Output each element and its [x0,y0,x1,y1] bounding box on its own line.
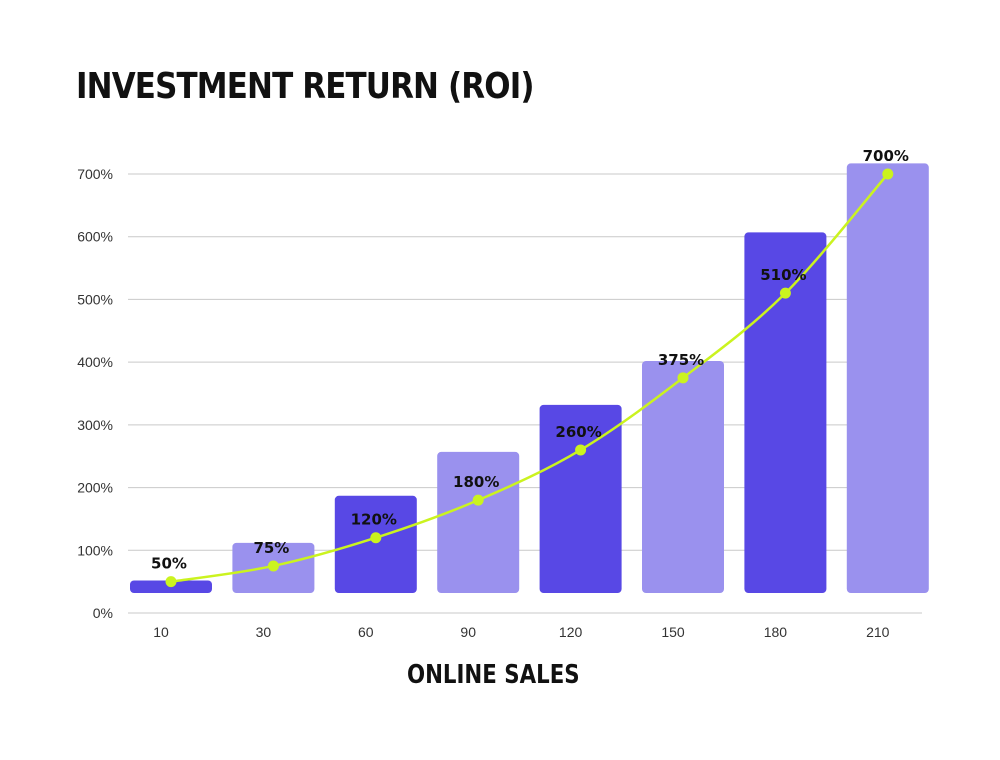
roi-data-label: 75% [253,539,289,557]
chart-title: INVESTMENT RETURN (ROI) [76,66,535,107]
roi-data-label: 510% [760,266,806,284]
roi-data-label: 50% [151,555,187,573]
bar [539,404,622,593]
bar [437,451,520,593]
x-axis-ticks: 10 30 60 90 120 150 180 210 [153,624,889,640]
bar [334,495,417,593]
roi-point [472,494,484,506]
bar [642,360,724,593]
y-tick-label: 700% [77,166,113,182]
x-tick-label: 60 [358,624,374,640]
x-tick-label: 180 [764,624,788,640]
roi-point [165,576,177,588]
y-tick-label: 0% [93,605,113,621]
roi-point [575,444,587,456]
x-tick-label: 10 [153,624,169,640]
roi-data-label: 375% [658,351,704,369]
roi-line: 50% 75% 120% 180% 260% 375% 510% 700% [151,147,909,588]
roi-point [882,168,894,180]
y-tick-label: 600% [77,229,113,245]
bar [744,232,827,593]
x-tick-label: 120 [559,624,583,640]
y-tick-label: 200% [77,480,113,496]
x-tick-label: 30 [256,624,272,640]
y-tick-label: 400% [77,354,113,370]
roi-data-label: 700% [863,147,909,165]
roi-point [267,560,279,572]
roi-data-label: 180% [453,473,499,491]
roi-point [370,532,382,544]
bar [846,163,929,593]
roi-point [677,372,689,384]
roi-data-label: 260% [555,423,601,441]
x-axis-label-wrap: ONLINE SALES [0,660,986,690]
x-tick-label: 90 [460,624,476,640]
bars [130,163,929,593]
y-tick-label: 500% [77,291,113,307]
y-axis-ticks: 0% 100% 200% 300% 400% 500% 600% 700% [77,166,113,621]
y-tick-label: 100% [77,542,113,558]
roi-point [779,287,791,299]
y-tick-label: 300% [77,417,113,433]
roi-data-label: 120% [351,511,397,529]
x-tick-label: 210 [866,624,890,640]
x-tick-label: 150 [661,624,685,640]
x-axis-label: ONLINE SALES [406,660,580,690]
